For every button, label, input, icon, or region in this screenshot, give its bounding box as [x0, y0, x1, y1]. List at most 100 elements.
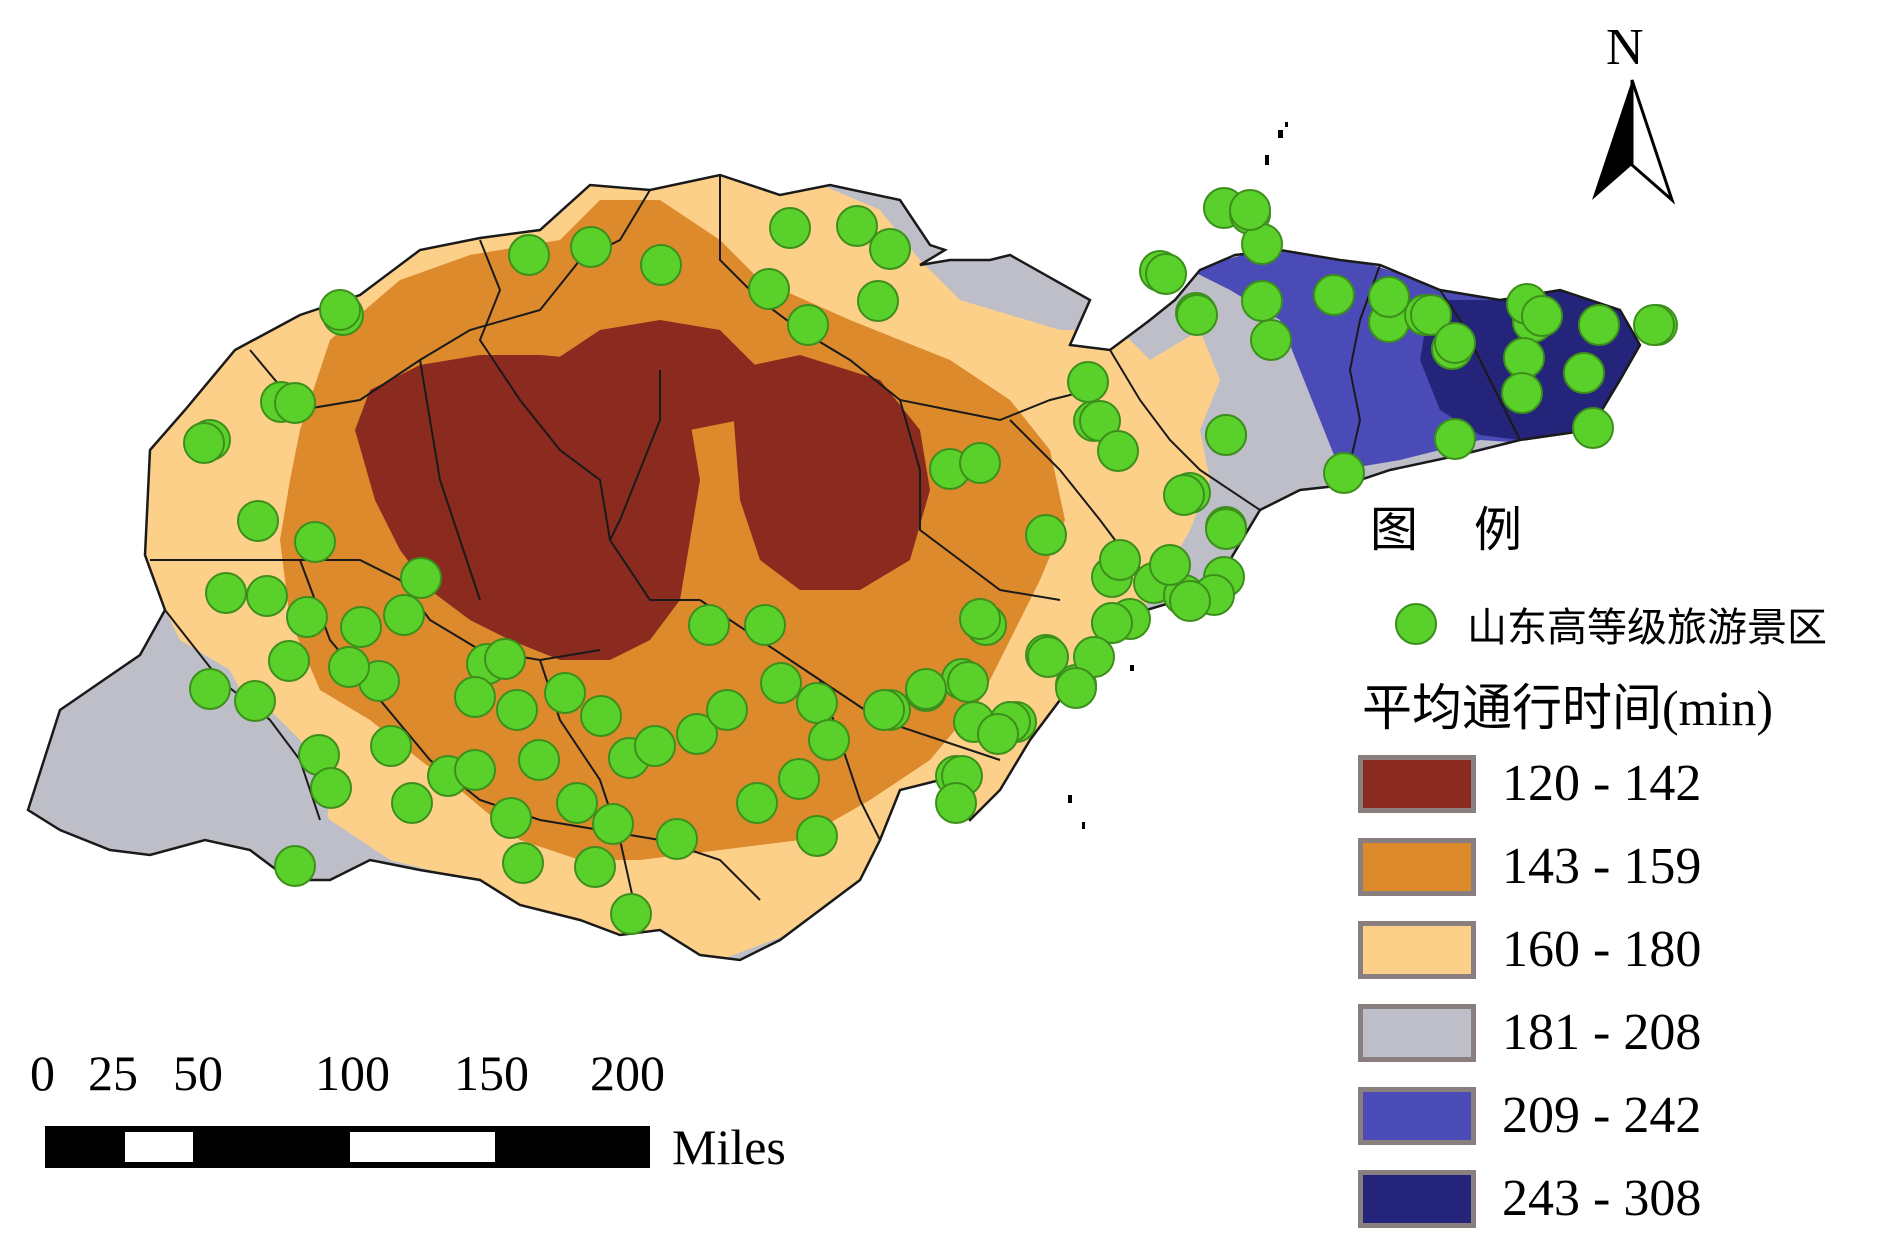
zone-120-142-west: [355, 355, 700, 660]
legend-swatch: [1358, 1086, 1476, 1145]
scenic-area-point: [274, 382, 316, 424]
scenic-area-point: [508, 234, 550, 276]
scenic-area-point: [760, 662, 802, 704]
scenic-area-point: [310, 767, 352, 809]
scenic-area-point: [857, 280, 899, 322]
scenic-area-point: [787, 304, 829, 346]
scenic-area-point: [1163, 474, 1205, 516]
scenic-area-point: [748, 268, 790, 310]
scenic-area-point: [1067, 361, 1109, 403]
legend-swatch: [1358, 754, 1476, 813]
scenic-area-point: [274, 845, 316, 887]
scenic-area-point: [796, 682, 838, 724]
scale-bar: [45, 1126, 650, 1168]
scale-tick-label: 150: [454, 1045, 529, 1101]
scenic-area-point: [1434, 418, 1476, 460]
scenic-area-point: [769, 207, 811, 249]
scenic-area-point: [205, 572, 247, 614]
legend-point-label: 山东高等级旅游景区: [1467, 605, 1827, 650]
scenic-area-point: [1434, 322, 1476, 364]
scenic-area-point: [319, 289, 361, 331]
scenic-area-point: [454, 749, 496, 791]
scenic-area-point: [237, 500, 279, 542]
scale-bar-labels: 0 25 50 100 150 200: [30, 1044, 690, 1104]
scenic-area-point: [370, 725, 412, 767]
legend-swatch: [1358, 1169, 1476, 1228]
scenic-area-point: [1241, 280, 1283, 322]
legend-class-row: 160 - 180: [1358, 908, 1701, 991]
scenic-area-point: [268, 640, 310, 682]
scenic-area-point: [454, 676, 496, 718]
scenic-area-point: [947, 661, 989, 703]
scenic-area-point: [1313, 274, 1355, 316]
scenic-area-point: [688, 604, 730, 646]
scenic-area-point: [1097, 430, 1139, 472]
scale-bar-segment: [125, 1132, 193, 1162]
scenic-area-point: [1250, 319, 1292, 361]
legend-classes: 120 - 142 143 - 159 160 - 180 181 - 208 …: [1358, 742, 1701, 1240]
scenic-area-point: [544, 672, 586, 714]
scale-tick-label: 25: [88, 1045, 138, 1101]
scenic-area-point: [1521, 295, 1563, 337]
scenic-area-point: [935, 782, 977, 824]
scenic-area-point: [959, 442, 1001, 484]
scenic-area-point: [1563, 352, 1605, 394]
scenic-area-point: [676, 713, 718, 755]
scenic-area-point: [778, 758, 820, 800]
scenic-area-point: [1027, 636, 1069, 678]
scenic-area-point: [294, 521, 336, 563]
legend-class-row: 209 - 242: [1358, 1074, 1701, 1157]
legend-swatch: [1358, 920, 1476, 979]
scenic-area-point: [808, 719, 850, 761]
legend-range-label: 143 - 159: [1502, 838, 1702, 895]
scale-tick-label: 0: [30, 1045, 55, 1101]
scenic-area-point: [391, 782, 433, 824]
legend-class-row: 143 - 159: [1358, 825, 1701, 908]
scenic-area-point: [1149, 544, 1191, 586]
scenic-area-point: [640, 244, 682, 286]
scenic-area-point: [1205, 414, 1247, 456]
scenic-area-point: [286, 596, 328, 638]
scale-bar-segment: [350, 1132, 495, 1162]
scale-unit-label: Miles: [672, 1119, 786, 1175]
legend-range-label: 243 - 308: [1502, 1170, 1702, 1227]
scenic-area-point: [496, 689, 538, 731]
scenic-area-point: [1091, 602, 1133, 644]
north-label: N: [1606, 19, 1644, 76]
legend-range-label: 181 - 208: [1502, 1004, 1702, 1061]
legend-range-label: 209 - 242: [1502, 1087, 1702, 1144]
scenic-area-point: [1099, 539, 1141, 581]
scenic-area-point: [570, 226, 612, 268]
scenic-area-points: [183, 187, 1678, 935]
scale-tick-label: 200: [590, 1045, 665, 1101]
legend-range-label: 160 - 180: [1502, 921, 1702, 978]
scenic-area-point: [1410, 294, 1452, 336]
scenic-area-point: [1145, 253, 1187, 295]
scenic-area-point: [796, 815, 838, 857]
legend-subtitle: 平均通行时间(min): [1362, 680, 1774, 736]
legend-class-row: 181 - 208: [1358, 991, 1701, 1074]
scenic-area-point: [836, 205, 878, 247]
scenic-area-point: [1169, 580, 1211, 622]
scenic-area-point: [1229, 189, 1271, 231]
islands: [1068, 122, 1288, 829]
scenic-area-point: [1323, 452, 1365, 494]
legend-class-row: 120 - 142: [1358, 742, 1701, 825]
north-arrow-icon: [1592, 79, 1676, 205]
scenic-area-point: [502, 842, 544, 884]
legend-class-row: 243 - 308: [1358, 1157, 1701, 1240]
scenic-area-point: [905, 668, 947, 710]
scenic-area-point: [556, 782, 598, 824]
scenic-area-point: [1176, 294, 1218, 336]
scenic-area-point: [1055, 667, 1097, 709]
scenic-area-point: [977, 713, 1019, 755]
scenic-area-point: [246, 575, 288, 617]
scenic-area-point: [1578, 304, 1620, 346]
scenic-area-point: [869, 228, 911, 270]
scenic-area-point: [1073, 636, 1115, 678]
scenic-area-point: [328, 646, 370, 688]
scenic-area-point: [383, 594, 425, 636]
scenic-area-point: [1501, 372, 1543, 414]
scenic-area-point: [234, 680, 276, 722]
